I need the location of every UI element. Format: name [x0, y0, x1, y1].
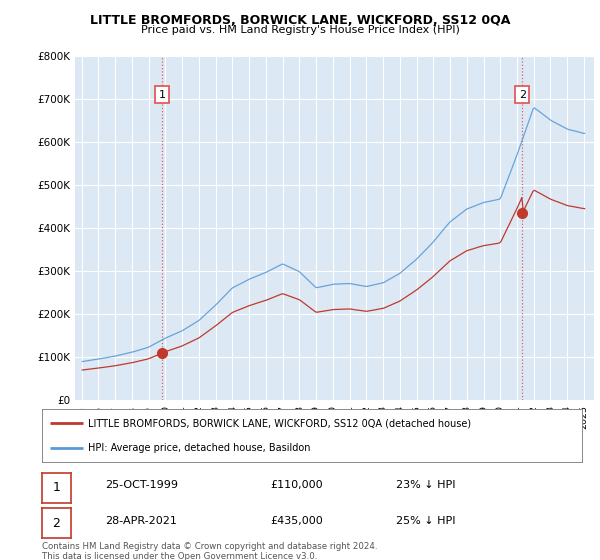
Text: 1: 1 [159, 90, 166, 100]
Text: LITTLE BROMFORDS, BORWICK LANE, WICKFORD, SS12 0QA (detached house): LITTLE BROMFORDS, BORWICK LANE, WICKFORD… [88, 418, 471, 428]
Text: LITTLE BROMFORDS, BORWICK LANE, WICKFORD, SS12 0QA: LITTLE BROMFORDS, BORWICK LANE, WICKFORD… [90, 14, 510, 27]
Text: 25-OCT-1999: 25-OCT-1999 [105, 480, 178, 490]
Text: £110,000: £110,000 [270, 480, 323, 490]
Text: 23% ↓ HPI: 23% ↓ HPI [396, 480, 455, 490]
Text: £435,000: £435,000 [270, 516, 323, 525]
Text: 1: 1 [52, 482, 61, 494]
Text: 2: 2 [52, 517, 61, 530]
Text: 25% ↓ HPI: 25% ↓ HPI [396, 516, 455, 525]
Text: Contains HM Land Registry data © Crown copyright and database right 2024.
This d: Contains HM Land Registry data © Crown c… [42, 542, 377, 560]
Text: 28-APR-2021: 28-APR-2021 [105, 516, 177, 525]
Text: 2: 2 [519, 90, 526, 100]
Text: Price paid vs. HM Land Registry's House Price Index (HPI): Price paid vs. HM Land Registry's House … [140, 25, 460, 35]
Text: HPI: Average price, detached house, Basildon: HPI: Average price, detached house, Basi… [88, 442, 310, 452]
